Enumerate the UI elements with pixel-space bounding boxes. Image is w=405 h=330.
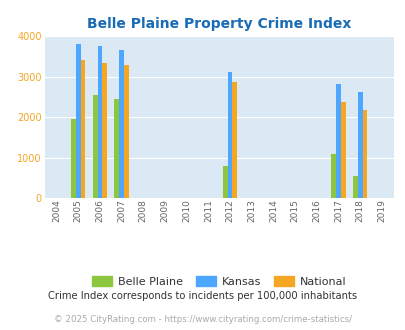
Bar (76, 44, 81, 198)
Bar (124, 65, 128, 198)
Legend: Belle Plaine, Kansas, National: Belle Plaine, Kansas, National (87, 272, 350, 291)
Text: Crime Index corresponds to incidents per 100,000 inhabitants: Crime Index corresponds to incidents per… (48, 291, 357, 301)
Text: © 2025 CityRating.com - https://www.cityrating.com/crime-statistics/: © 2025 CityRating.com - https://www.city… (54, 315, 351, 324)
Bar (227, 72, 232, 198)
Bar (222, 166, 227, 198)
Bar (114, 99, 119, 198)
Bar (362, 110, 367, 198)
Bar (97, 46, 102, 198)
Bar (119, 50, 124, 198)
Bar (330, 154, 335, 198)
Bar (335, 84, 340, 198)
Bar (102, 63, 107, 198)
Bar (357, 92, 362, 198)
Bar (71, 119, 76, 198)
Bar (340, 102, 345, 198)
Bar (232, 82, 237, 198)
Bar (352, 176, 357, 198)
Title: Belle Plaine Property Crime Index: Belle Plaine Property Crime Index (87, 17, 351, 31)
Bar (81, 60, 85, 198)
Bar (93, 95, 97, 198)
